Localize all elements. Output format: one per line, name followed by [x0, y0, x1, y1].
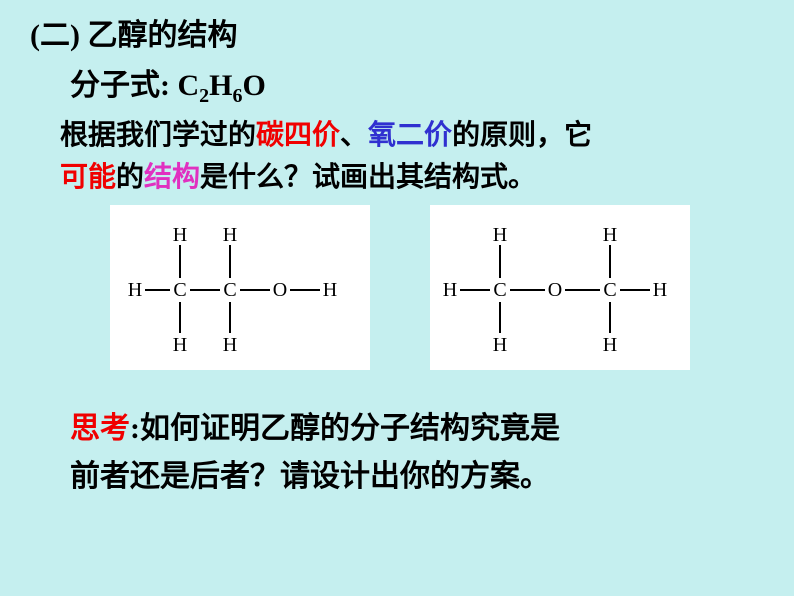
svg-text:C: C: [493, 279, 506, 301]
formula-label: 分子式:: [70, 69, 170, 102]
formula-sub2: 6: [233, 85, 243, 107]
svg-text:C: C: [173, 279, 186, 301]
structure-dimethylether: H H H C O C H H H: [430, 205, 690, 370]
formula-c: C: [178, 69, 200, 102]
thinking-colon: :: [130, 412, 140, 445]
svg-text:H: H: [603, 224, 617, 246]
thinking-label: 思考: [70, 412, 130, 445]
ethanol-structure-svg: H H C C O H H H H: [120, 205, 360, 370]
svg-text:H: H: [603, 334, 617, 356]
oxygen-valence: 氧二价: [368, 120, 452, 151]
thinking-q2: 前者还是后者？请设计出你的方案。: [70, 460, 550, 493]
svg-text:H: H: [653, 279, 667, 301]
svg-text:H: H: [223, 334, 237, 356]
svg-text:H: H: [493, 224, 507, 246]
principle-p1: 根据我们学过的: [60, 120, 256, 151]
formula-h: H: [209, 69, 232, 102]
formula-o: O: [243, 69, 266, 102]
section-title: (二) 乙醇的结构: [30, 10, 237, 54]
svg-text:O: O: [273, 279, 287, 301]
carbon-valence: 碳四价: [256, 120, 340, 151]
dimethylether-structure-svg: H H H C O C H H H: [430, 205, 690, 370]
formula-line: 分子式: C2H6O: [70, 60, 266, 108]
thinking-q1: 如何证明乙醇的分子结构究竟是: [140, 412, 560, 445]
svg-text:H: H: [443, 279, 457, 301]
svg-text:H: H: [128, 279, 142, 301]
svg-text:H: H: [173, 334, 187, 356]
principle-sep: 、: [340, 120, 368, 151]
svg-text:H: H: [323, 279, 337, 301]
svg-text:H: H: [493, 334, 507, 356]
principle-p2: 的原则，它: [452, 120, 592, 151]
svg-text:O: O: [548, 279, 562, 301]
principle-p3: 是什么？试画出其结构式。: [200, 162, 536, 193]
svg-text:C: C: [603, 279, 616, 301]
structure-text: 结构: [144, 162, 200, 193]
principle-text: 根据我们学过的碳四价、氧二价的原则，它 可能的结构是什么？试画出其结构式。: [60, 115, 592, 199]
structure-ethanol: H H C C O H H H H: [110, 205, 370, 370]
molecular-formula: C2H6O: [178, 69, 266, 102]
possible-text: 可能: [60, 162, 116, 193]
svg-text:C: C: [223, 279, 236, 301]
thinking-question: 思考:如何证明乙醇的分子结构究竟是 前者还是后者？请设计出你的方案。: [70, 405, 560, 501]
svg-text:H: H: [223, 224, 237, 246]
principle-de: 的: [116, 162, 144, 193]
formula-sub1: 2: [199, 85, 209, 107]
svg-text:H: H: [173, 224, 187, 246]
